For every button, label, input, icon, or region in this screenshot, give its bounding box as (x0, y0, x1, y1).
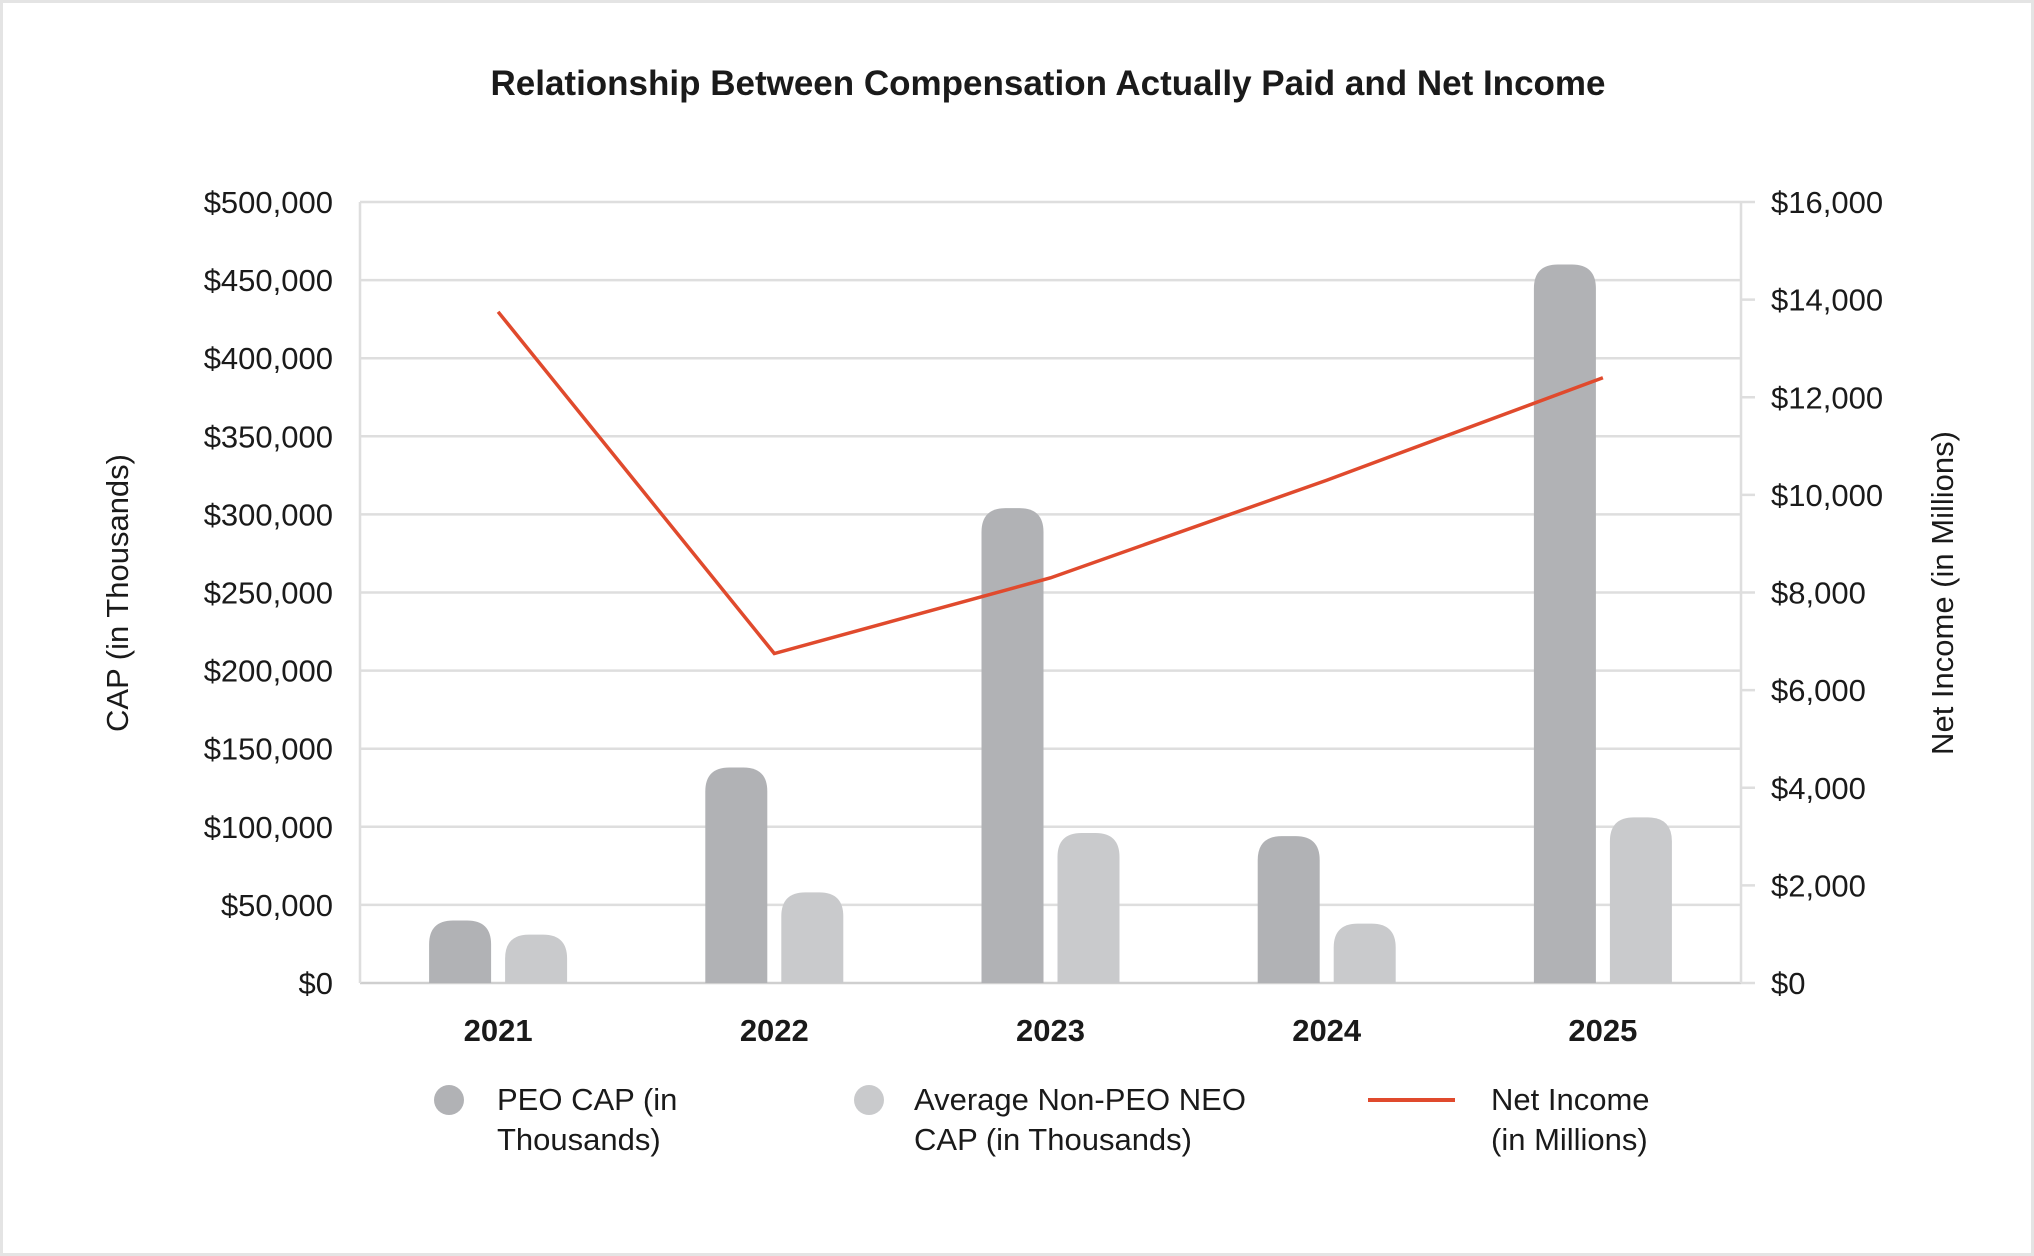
left-tick-label: $400,000 (204, 341, 333, 376)
bar-peo-cap (1533, 264, 1596, 984)
left-tick-label: $500,000 (204, 185, 333, 220)
net-income-line (496, 310, 1604, 656)
left-tick-label: $450,000 (204, 263, 333, 298)
bar-neo-cap (1057, 833, 1120, 983)
bar-peo-cap (429, 920, 492, 983)
right-axis-ticks: $0 $2,000 $4,000 $6,000 $8,000 $10,000 $12,000… (1741, 185, 1883, 1001)
bar-neo-cap (505, 934, 568, 983)
chart-canvas: Relationship Between Compensation Actual… (100, 64, 1960, 1157)
left-axis-label: CAP (in Thousands) (100, 454, 135, 732)
legend: PEO CAP (in Thousands) Average Non-PEO N… (434, 1082, 1650, 1157)
legend-net-income-label-line1: Net Income (1491, 1082, 1650, 1117)
right-tick-label: $16,000 (1771, 185, 1883, 220)
right-tick-label: $2,000 (1771, 868, 1866, 903)
bar-neo-cap (1333, 923, 1396, 983)
legend-peo-cap-swatch (434, 1085, 464, 1115)
bar-peo-cap (705, 767, 768, 983)
category-label: 2024 (1292, 1013, 1362, 1048)
bar-peo-cap (1257, 836, 1320, 983)
left-tick-label: $100,000 (204, 810, 333, 845)
legend-peo-cap-label-line2: Thousands) (497, 1122, 661, 1157)
right-tick-label: $6,000 (1771, 673, 1866, 708)
left-tick-label: $200,000 (204, 654, 333, 689)
legend-neo-cap-label-line2: CAP (in Thousands) (914, 1122, 1192, 1157)
left-tick-label: $0 (299, 966, 333, 1001)
right-tick-label: $14,000 (1771, 283, 1883, 318)
left-tick-label: $300,000 (204, 497, 333, 532)
bar-neo-cap (781, 892, 844, 983)
gridlines (358, 200, 1743, 985)
legend-peo-cap-label-line1: PEO CAP (in (497, 1082, 677, 1117)
right-tick-label: $8,000 (1771, 576, 1866, 611)
net-income-line-group (496, 310, 1604, 656)
right-tick-label: $4,000 (1771, 771, 1866, 806)
chart-frame: Relationship Between Compensation Actual… (3, 3, 2031, 1253)
chart-title: Relationship Between Compensation Actual… (490, 64, 1605, 103)
bars-group (429, 264, 1672, 984)
left-tick-label: $150,000 (204, 732, 333, 767)
bar-peo-cap (981, 508, 1044, 983)
bar-neo-cap (1609, 817, 1672, 983)
legend-net-income-label-line2: (in Millions) (1491, 1122, 1648, 1157)
left-tick-label: $350,000 (204, 419, 333, 454)
category-label: 2025 (1568, 1013, 1637, 1048)
right-tick-label: $12,000 (1771, 380, 1883, 415)
category-label: 2023 (1016, 1013, 1085, 1048)
left-axis-ticks: $0 $50,000 $100,000 $150,000 $200,000 $250,00… (204, 185, 333, 1001)
right-tick-label: $10,000 (1771, 478, 1883, 513)
category-labels: 2021 2022 2023 2024 2025 (464, 1013, 1638, 1048)
legend-neo-cap-label-line1: Average Non-PEO NEO (914, 1082, 1246, 1117)
left-tick-label: $50,000 (221, 888, 333, 923)
right-axis-label: Net Income (in Millions) (1925, 431, 1960, 755)
legend-neo-cap-swatch (854, 1085, 884, 1115)
category-label: 2021 (464, 1013, 533, 1048)
left-tick-label: $250,000 (204, 576, 333, 611)
category-label: 2022 (740, 1013, 809, 1048)
right-tick-label: $0 (1771, 966, 1805, 1001)
